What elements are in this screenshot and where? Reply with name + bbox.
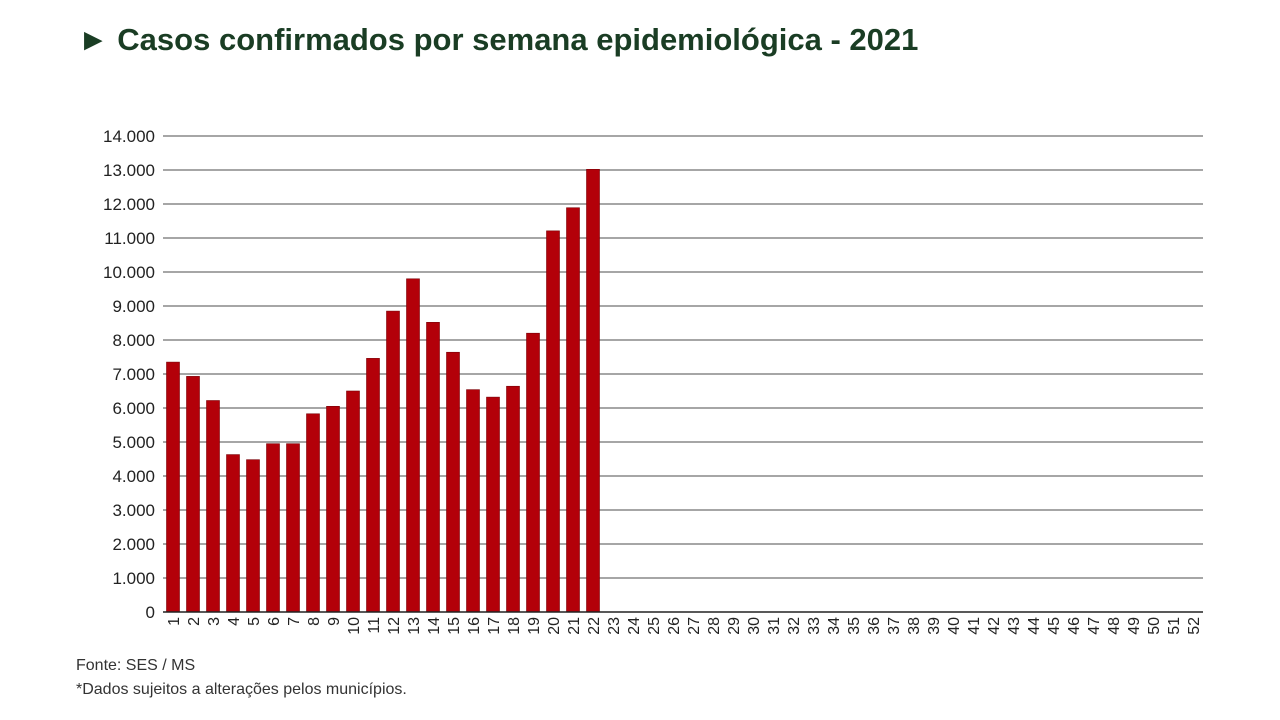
x-tick-label: 34 [826, 617, 843, 635]
x-tick-label: 41 [966, 617, 983, 635]
y-tick-label: 13.000 [103, 161, 155, 180]
bar [406, 278, 420, 613]
x-tick-label: 18 [506, 617, 523, 635]
x-tick-label: 44 [1026, 617, 1043, 635]
disclaimer-note: *Dados sujeitos a alterações pelos munic… [76, 681, 407, 698]
y-tick-label: 1.000 [112, 569, 155, 588]
bar [366, 358, 380, 613]
y-tick-label: 14.000 [103, 127, 155, 146]
x-tick-label: 50 [1146, 617, 1163, 635]
x-tick-label: 17 [486, 617, 503, 635]
y-tick-label: 8.000 [112, 331, 155, 350]
y-tick-label: 7.000 [112, 365, 155, 384]
x-tick-label: 20 [546, 617, 563, 635]
bar [426, 322, 440, 613]
x-tick-label: 52 [1186, 617, 1203, 635]
x-tick-label: 26 [666, 617, 683, 635]
bar [466, 389, 480, 613]
y-tick-label: 5.000 [112, 433, 155, 452]
y-tick-label: 6.000 [112, 399, 155, 418]
x-tick-label: 43 [1006, 617, 1023, 635]
x-tick-label: 15 [446, 617, 463, 635]
x-tick-label: 24 [626, 617, 643, 635]
bar [446, 351, 460, 613]
x-tick-label: 27 [686, 617, 703, 635]
x-tick-label: 6 [266, 617, 283, 626]
x-tick-label: 11 [366, 617, 383, 634]
bar [586, 169, 600, 613]
bar [306, 413, 320, 613]
x-tick-label: 5 [246, 617, 263, 626]
bar [486, 396, 500, 613]
bar [326, 405, 340, 613]
x-tick-label: 19 [526, 617, 543, 635]
x-tick-label: 48 [1106, 617, 1123, 635]
bar [346, 390, 360, 613]
bar [266, 443, 280, 613]
x-tick-label: 13 [406, 617, 423, 635]
x-tick-label: 31 [766, 617, 783, 635]
y-tick-label: 0 [146, 603, 155, 622]
y-tick-label: 3.000 [112, 501, 155, 520]
x-tick-label: 51 [1166, 617, 1183, 635]
y-tick-label: 10.000 [103, 263, 155, 282]
x-tick-label: 12 [386, 617, 403, 635]
bar [546, 230, 560, 613]
x-tick-label: 42 [986, 617, 1003, 635]
bar [526, 332, 540, 613]
y-tick-label: 9.000 [112, 297, 155, 316]
x-tick-label: 23 [606, 617, 623, 635]
x-tick-label: 21 [566, 617, 583, 635]
x-tick-label: 33 [806, 617, 823, 635]
x-tick-label: 39 [926, 617, 943, 635]
source-note: Fonte: SES / MS [76, 657, 196, 674]
x-tick-label: 9 [326, 617, 343, 626]
x-tick-label: 32 [786, 617, 803, 635]
bar [206, 400, 220, 613]
bar [506, 385, 520, 613]
chart-title: ► Casos confirmados por semana epidemiol… [78, 22, 919, 57]
x-tick-label: 16 [466, 617, 483, 635]
bar [286, 443, 300, 613]
bar [246, 459, 260, 613]
bar [166, 361, 180, 613]
x-tick-label: 40 [946, 617, 963, 635]
x-tick-label: 14 [426, 617, 443, 635]
x-tick-label: 36 [866, 617, 883, 635]
x-tick-label: 49 [1126, 617, 1143, 635]
bar [386, 310, 400, 613]
x-tick-label: 37 [886, 617, 903, 635]
x-tick-label: 47 [1086, 617, 1103, 635]
x-tick-label: 22 [586, 617, 603, 635]
bar [566, 207, 580, 613]
y-tick-label: 11.000 [104, 229, 155, 248]
x-tick-label: 28 [706, 617, 723, 635]
x-tick-label: 3 [206, 617, 223, 626]
x-tick-label: 4 [226, 617, 243, 626]
x-tick-label: 29 [726, 617, 743, 635]
x-tick-label: 1 [166, 617, 183, 626]
x-tick-label: 8 [306, 617, 323, 626]
x-tick-label: 10 [346, 617, 363, 635]
y-tick-label: 12.000 [103, 195, 155, 214]
bar [186, 376, 200, 613]
bar [226, 454, 240, 613]
x-tick-label: 38 [906, 617, 923, 635]
x-tick-label: 35 [846, 617, 863, 635]
y-tick-label: 2.000 [112, 535, 155, 554]
x-tick-label: 7 [286, 617, 303, 626]
y-tick-label: 4.000 [112, 467, 155, 486]
x-tick-label: 45 [1046, 617, 1063, 635]
x-tick-label: 2 [186, 617, 203, 626]
x-tick-label: 25 [646, 617, 663, 635]
x-tick-label: 46 [1066, 617, 1083, 635]
x-tick-label: 30 [746, 617, 763, 635]
